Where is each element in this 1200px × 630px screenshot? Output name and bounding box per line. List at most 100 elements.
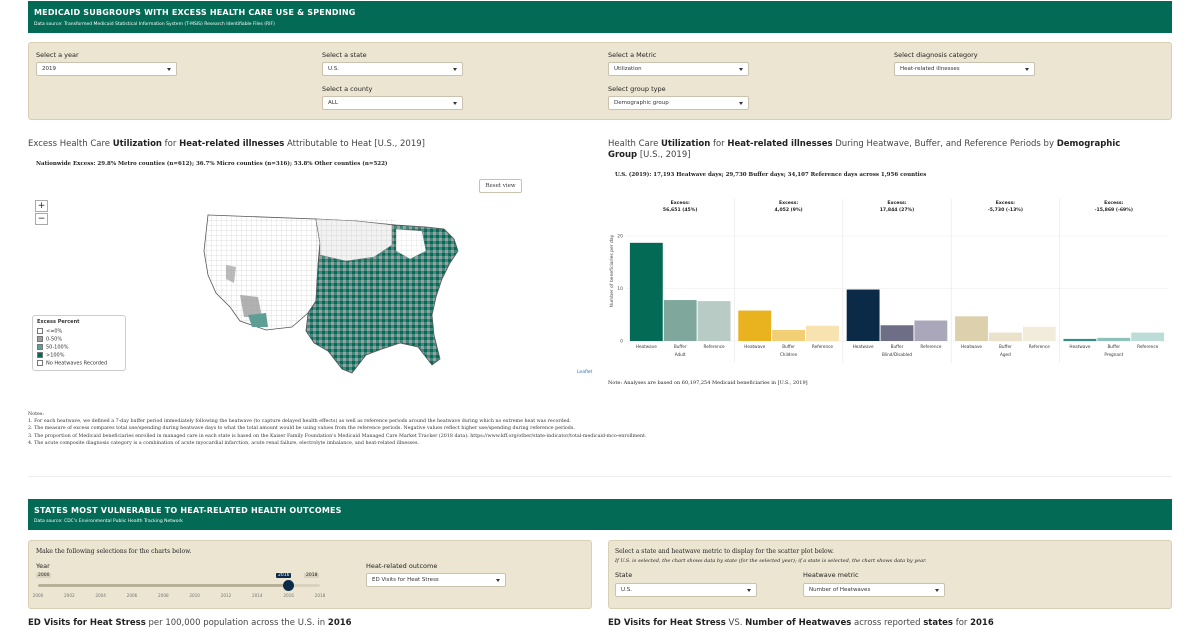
excess-label: Excess: (671, 200, 690, 206)
bar (663, 300, 697, 341)
period-label: Heatwave (961, 344, 982, 349)
section-source: Data source: Transformed Medicaid Statis… (34, 22, 275, 27)
heat-outcome-label: Heat-related outcome (366, 562, 438, 570)
state-label: Select a state (322, 51, 367, 59)
excess-value: -5,730 (-13%) (988, 207, 1023, 213)
metric-select-value: Utilization (614, 66, 642, 72)
section-source: Data source: CDC's Environmental Public … (34, 519, 183, 524)
year-slider-label: Year (36, 562, 50, 570)
slider-tick-label: 2004 (95, 593, 106, 598)
excess-value: -15,869 (-69%) (1095, 207, 1133, 213)
slider-tick-label: 2014 (251, 593, 263, 598)
chevron-down-icon (739, 68, 743, 71)
group-label: Children (780, 352, 798, 357)
notes-section: Notes: 1. For each heatwave, we defined … (28, 411, 647, 447)
map-title: Excess Health Care Utilization for Heat-… (28, 139, 425, 149)
note-item: 4. The acute composite diagnosis categor… (28, 440, 419, 446)
period-label: Buffer (674, 344, 687, 349)
chevron-down-icon (167, 68, 171, 71)
bar (1022, 326, 1056, 341)
year-select[interactable]: 2019 (36, 62, 177, 76)
scatter-state-select-value: U.S. (621, 587, 633, 593)
bar (880, 325, 914, 341)
legend-swatch (37, 336, 43, 342)
county-select-value: ALL (328, 100, 338, 106)
bar (1063, 338, 1097, 341)
slider-tick-label: 2008 (157, 593, 169, 598)
scatter-state-select[interactable]: U.S. (615, 583, 757, 597)
heat-outcome-select[interactable]: ED Visits for Heat Stress (366, 573, 506, 587)
zoom-in-button[interactable]: + (35, 200, 48, 212)
excess-label: Excess: (1104, 200, 1123, 206)
y-tick-label: 0 (620, 339, 623, 345)
map-subtitle: Nationwide Excess: 29.8% Metro counties … (36, 161, 388, 167)
scatter-controls-panel (608, 540, 1172, 609)
heat-outcome-intro: Make the following selections for the ch… (36, 548, 192, 555)
group-type-select[interactable]: Demographic group (608, 96, 749, 110)
bar (914, 320, 948, 341)
excess-label: Excess: (887, 200, 906, 206)
bar (738, 310, 772, 341)
scatter-intro: Select a state and heatwave metric to di… (615, 548, 834, 555)
map-attribution-link[interactable]: Leaflet (577, 370, 593, 375)
slider-tick-label: 2006 (126, 593, 138, 598)
legend-item: 0-50% (37, 336, 62, 343)
legend-swatch (37, 344, 43, 350)
county-label: Select a county (322, 85, 373, 93)
excess-label: Excess: (779, 200, 798, 206)
excess-value: 17,844 (27%) (880, 207, 915, 213)
state-select-value: U.S. (328, 66, 340, 72)
zoom-out-button[interactable]: − (35, 213, 48, 225)
section-banner-vulnerable-states: STATES MOST VULNERABLE TO HEAT-RELATED H… (28, 499, 1172, 530)
bar (1097, 337, 1131, 341)
bar-chart-title: Health Care Utilization for Heat-related… (608, 139, 1121, 160)
group-label: Aged (1000, 352, 1011, 357)
slider-tick-label: 2012 (220, 593, 232, 598)
slider-tick-label: 2016 (283, 593, 294, 598)
y-tick-label: 10 (617, 286, 623, 292)
metric-select[interactable]: Utilization (608, 62, 749, 76)
state-select[interactable]: U.S. (322, 62, 463, 76)
map-legend: Excess Percent <=0% 0-50% 50-100% >100% … (32, 315, 126, 371)
period-label: Heatwave (636, 344, 657, 349)
y-axis-label: Number of beneficiaries per day (609, 234, 615, 307)
legend-item: <=0% (37, 328, 62, 335)
group-label: Adult (675, 352, 686, 357)
year-label: Select a year (36, 51, 79, 59)
legend-swatch (37, 360, 43, 366)
chevron-down-icon (453, 102, 457, 105)
period-label: Buffer (1107, 344, 1120, 349)
heatwave-metric-select[interactable]: Number of Heatwaves (803, 583, 945, 597)
bar (988, 332, 1022, 341)
slider-tick-label: 2002 (63, 593, 75, 598)
bar (955, 316, 988, 341)
bar (697, 301, 731, 341)
us-county-map[interactable] (196, 205, 476, 375)
section-title: STATES MOST VULNERABLE TO HEAT-RELATED H… (34, 506, 342, 515)
bar (846, 289, 880, 341)
period-label: Reference (1137, 344, 1159, 349)
y-tick-label: 20 (617, 234, 623, 240)
period-label: Buffer (891, 344, 904, 349)
excess-value: 4,052 (9%) (775, 207, 803, 213)
diagnosis-select[interactable]: Heat-related illnesses (894, 62, 1035, 76)
legend-item: >100% (37, 352, 64, 359)
diagnosis-label: Select diagnosis category (894, 51, 978, 59)
bar (1131, 332, 1165, 341)
section-divider (28, 476, 1172, 477)
period-label: Reference (1029, 344, 1051, 349)
legend-item: 50-100% (37, 344, 68, 351)
scatter-title: ED Visits for Heat Stress VS. Number of … (608, 618, 994, 628)
bar-chart-subtitle: U.S. (2019): 17,193 Heatwave days; 29,73… (615, 172, 927, 178)
chevron-down-icon (453, 68, 457, 71)
county-select[interactable]: ALL (322, 96, 463, 110)
period-label: Reference (704, 344, 726, 349)
period-label: Heatwave (1069, 344, 1090, 349)
reset-view-button[interactable]: Reset view (479, 179, 522, 193)
bar (772, 329, 806, 341)
legend-item: No Heatwaves Recorded (37, 360, 107, 367)
year-slider-handle[interactable] (283, 580, 295, 591)
notes-heading: Notes: (28, 412, 44, 417)
ed-visits-map-title: ED Visits for Heat Stress per 100,000 po… (28, 618, 352, 628)
excess-value: 56,651 (45%) (663, 207, 698, 213)
